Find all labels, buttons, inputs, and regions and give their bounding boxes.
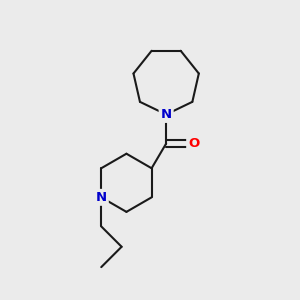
Text: N: N [160,108,172,121]
Text: N: N [96,191,107,204]
Text: O: O [188,137,200,150]
